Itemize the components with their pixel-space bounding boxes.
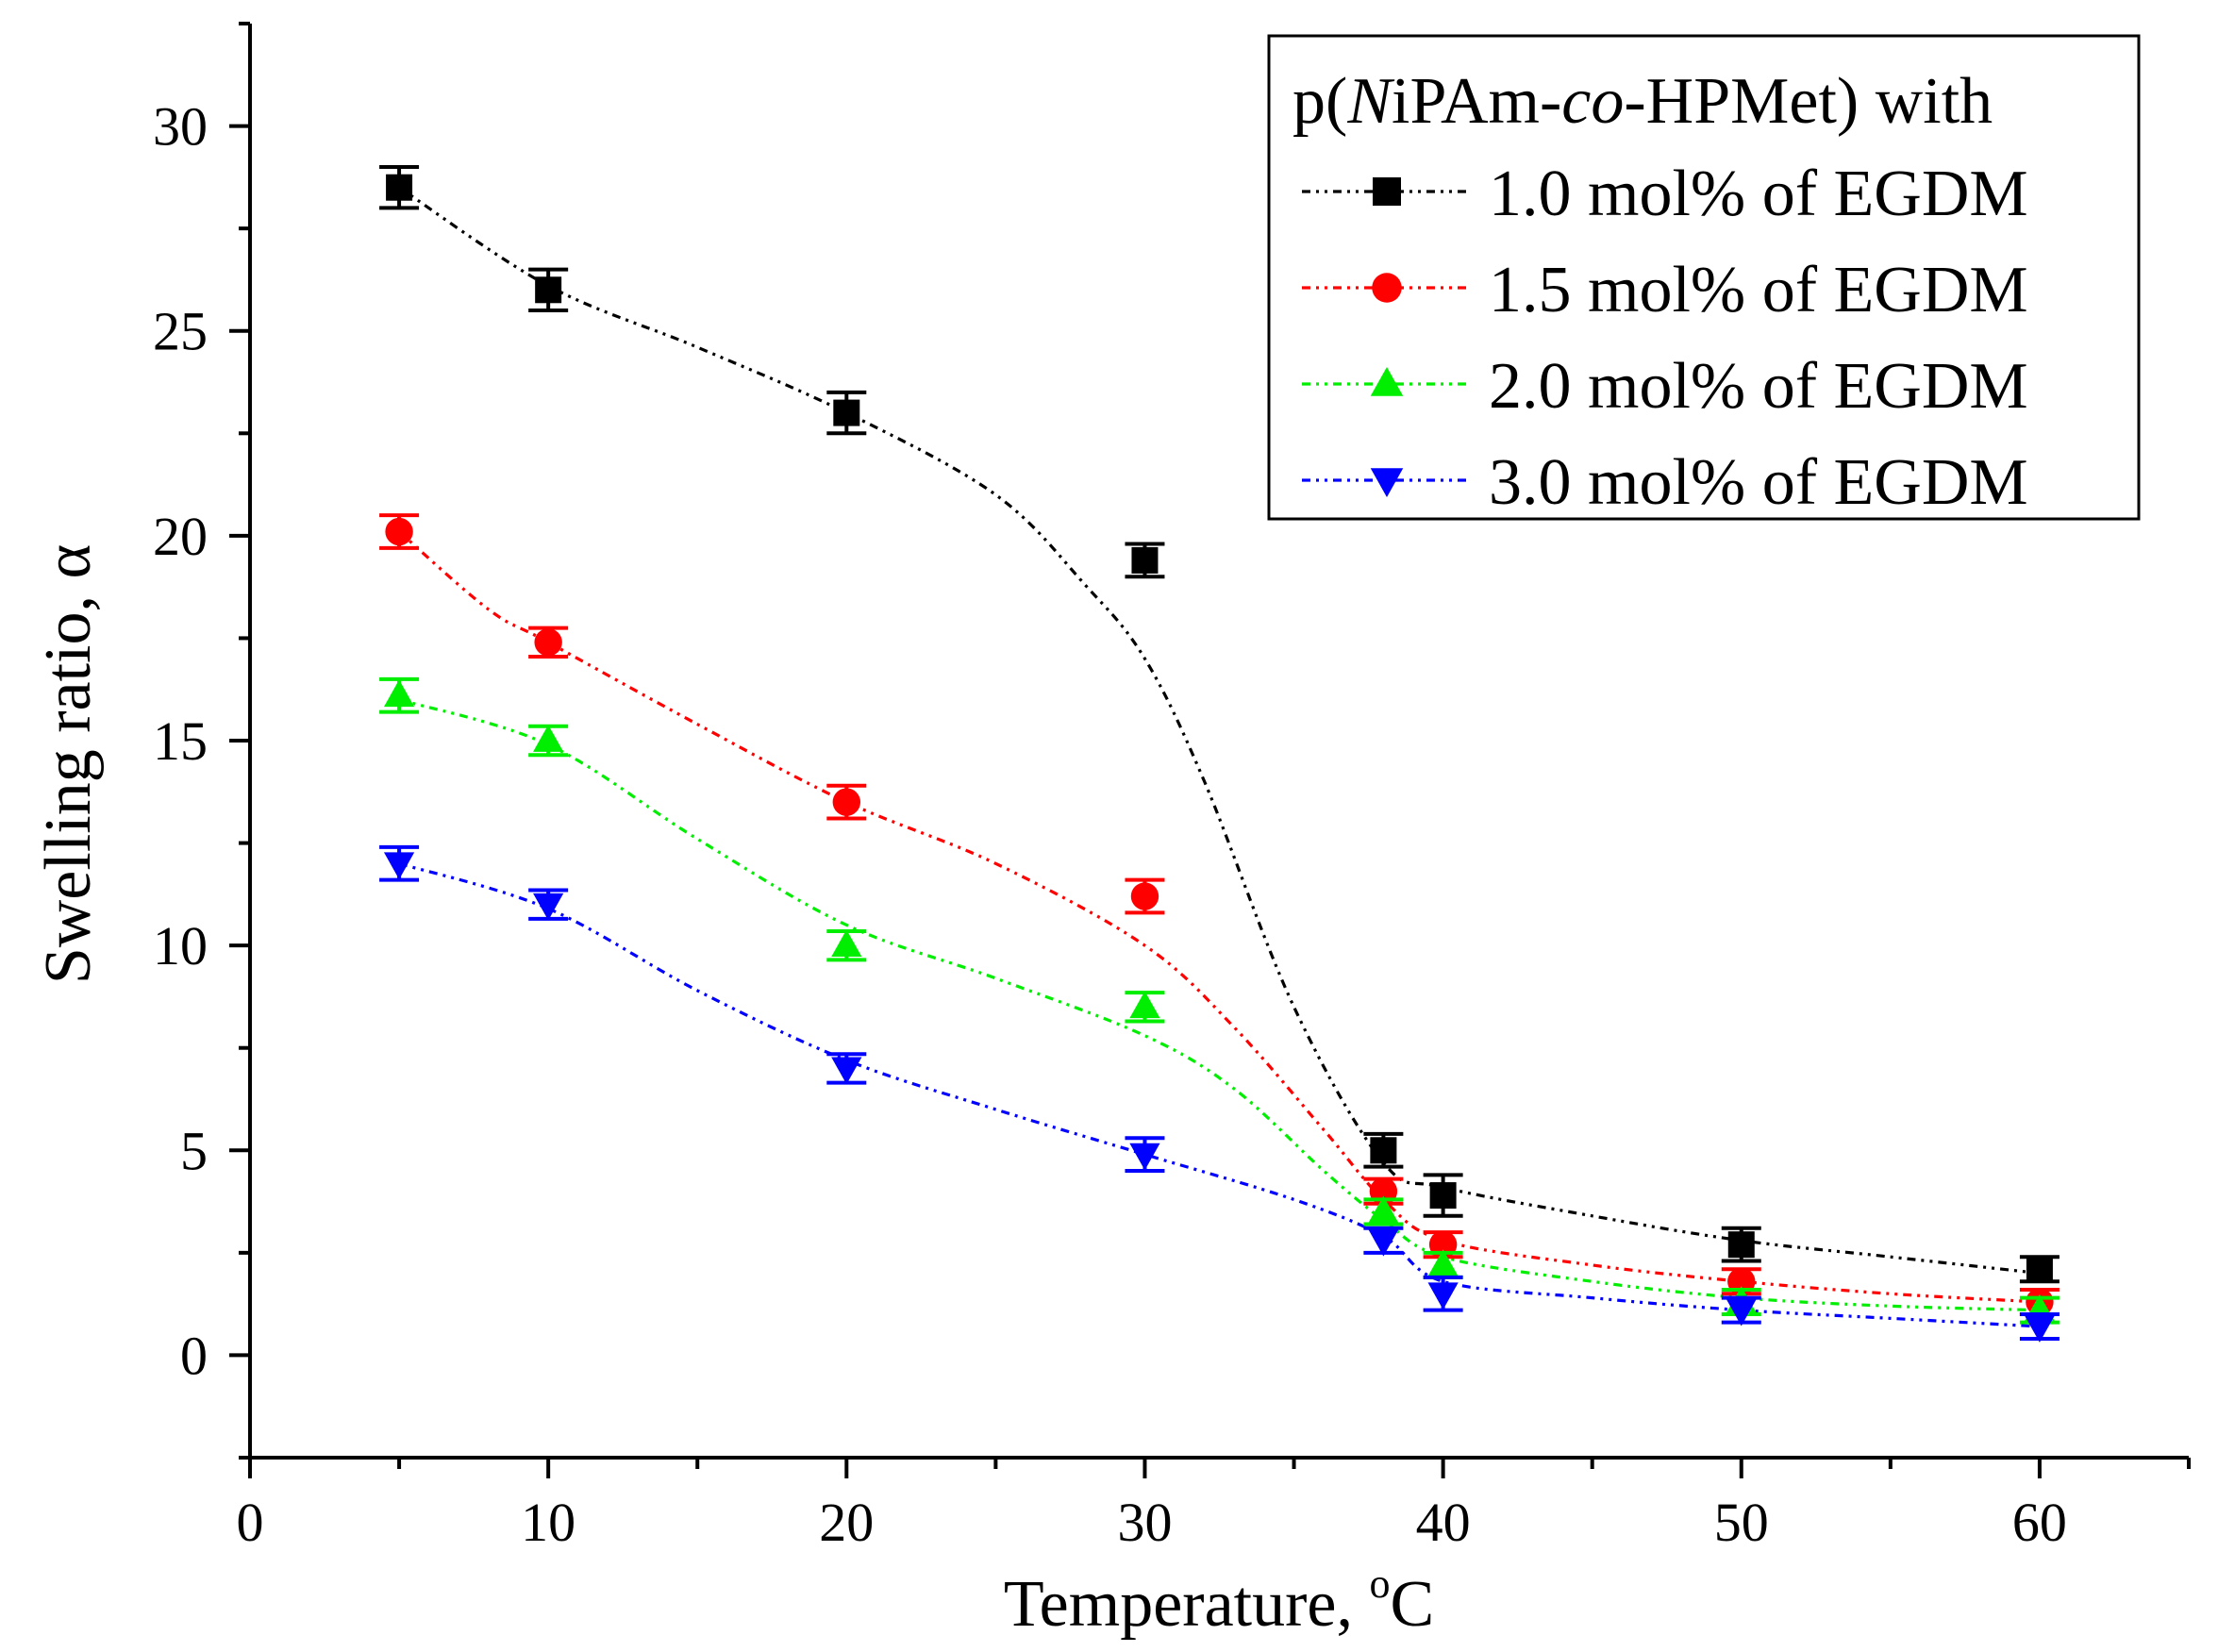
data-point (826, 783, 867, 821)
data-point (1125, 542, 1165, 579)
point-marker (832, 788, 861, 816)
y-tick-label: 5 (180, 1120, 208, 1181)
legend: p(NiPAm-co-HPMet) with 1.0 mol% of EGDM1… (1267, 34, 2141, 521)
data-point (528, 626, 569, 659)
legend-marker (1370, 468, 1404, 497)
data-point (1423, 1173, 1463, 1218)
data-points (379, 165, 2060, 1343)
data-point (826, 390, 867, 436)
data-point (1363, 1195, 1404, 1226)
data-point (1423, 1249, 1463, 1279)
point-marker (533, 725, 564, 752)
data-point (2019, 1255, 2060, 1284)
point-marker (1368, 1228, 1399, 1257)
legend-entries: 1.0 mol% of EGDM 1.5 mol% of EGDM 2.0 mol%… (1302, 158, 2028, 519)
data-point (1721, 1295, 1761, 1327)
data-point (826, 1052, 867, 1085)
y-axis-title: Swelling ratio, α (32, 544, 105, 984)
x-axis-title-unit: C (1390, 1568, 1434, 1641)
x-tick-label: 10 (521, 1492, 575, 1553)
point-marker (534, 628, 562, 657)
x-tick-label: 60 (2012, 1492, 2067, 1553)
legend-marker (1373, 177, 1401, 206)
y-tick-label: 15 (153, 710, 208, 772)
x-tick-label: 0 (237, 1492, 264, 1553)
fit-curve (398, 530, 2041, 1304)
fit-curve (398, 861, 2041, 1328)
point-marker (383, 679, 415, 708)
legend-marker (1372, 273, 1402, 303)
point-marker (2026, 1256, 2053, 1283)
legend-entry: 1.0 mol% of EGDM (1302, 158, 2028, 230)
data-point (1125, 877, 1165, 915)
data-point (826, 928, 867, 962)
point-marker (833, 399, 860, 426)
x-tick-label: 30 (1117, 1492, 1172, 1553)
point-marker (831, 1057, 862, 1085)
x-axis-title-unit-sup: o (1369, 1560, 1390, 1607)
point-marker (386, 174, 413, 201)
legend-title: p(NiPAm-co-HPMet) with (1292, 65, 1993, 138)
x-axis-title: Temperature, oC (1004, 1560, 1434, 1641)
y-tick-label: 10 (153, 915, 208, 976)
data-point (1363, 1226, 1404, 1257)
point-marker (1727, 1231, 1755, 1259)
point-marker (1427, 1249, 1459, 1277)
legend-label: 2.0 mol% of EGDM (1489, 350, 2028, 423)
y-tick-label: 20 (153, 506, 208, 567)
legend-entry: 3.0 mol% of EGDM (1302, 446, 2028, 519)
point-marker (383, 852, 415, 880)
point-marker (2024, 1315, 2056, 1343)
x-tick-label: 40 (1416, 1492, 1471, 1553)
data-point (379, 844, 420, 882)
data-point (528, 888, 569, 921)
point-marker (1368, 1195, 1399, 1224)
axis-ticks: 0 10 20 30 40 50 60 0 5 10 15 20 25 30 (153, 22, 2191, 1553)
x-tick-label: 20 (819, 1492, 874, 1553)
data-point (379, 676, 420, 714)
point-marker (533, 893, 564, 921)
legend-entry: 2.0 mol% of EGDM (1302, 350, 2028, 423)
data-point (528, 724, 569, 758)
data-point (379, 513, 420, 550)
y-tick-label: 0 (180, 1325, 208, 1386)
point-marker (385, 517, 413, 546)
point-marker (831, 929, 862, 958)
data-point (1125, 991, 1165, 1024)
legend-box (1267, 34, 2141, 521)
data-point (528, 267, 569, 312)
legend-label: 1.0 mol% of EGDM (1489, 158, 2028, 230)
y-tick-label: 30 (153, 96, 208, 158)
fit-curve (398, 698, 2040, 1312)
y-tick-label: 25 (153, 301, 208, 362)
data-point (1721, 1226, 1761, 1263)
legend-label: 3.0 mol% of EGDM (1489, 446, 2028, 519)
point-marker (1427, 1282, 1459, 1310)
point-marker (1370, 1137, 1397, 1164)
data-point (379, 165, 420, 210)
legend-entry: 1.5 mol% of EGDM (1302, 254, 2028, 326)
point-marker (1129, 1143, 1160, 1171)
x-tick-label: 50 (1714, 1492, 1769, 1553)
data-point (1423, 1275, 1463, 1312)
legend-label: 1.5 mol% of EGDM (1489, 254, 2028, 326)
point-marker (1130, 882, 1159, 910)
legend-marker (1370, 367, 1404, 396)
data-point (1363, 1131, 1404, 1169)
point-marker (1726, 1298, 1757, 1327)
point-marker (1129, 991, 1160, 1019)
data-point (2019, 1312, 2060, 1343)
data-point (1125, 1136, 1165, 1173)
fit-curve (398, 186, 2041, 1276)
point-marker (535, 276, 562, 304)
point-marker (1131, 546, 1159, 574)
point-marker (1429, 1182, 1457, 1210)
